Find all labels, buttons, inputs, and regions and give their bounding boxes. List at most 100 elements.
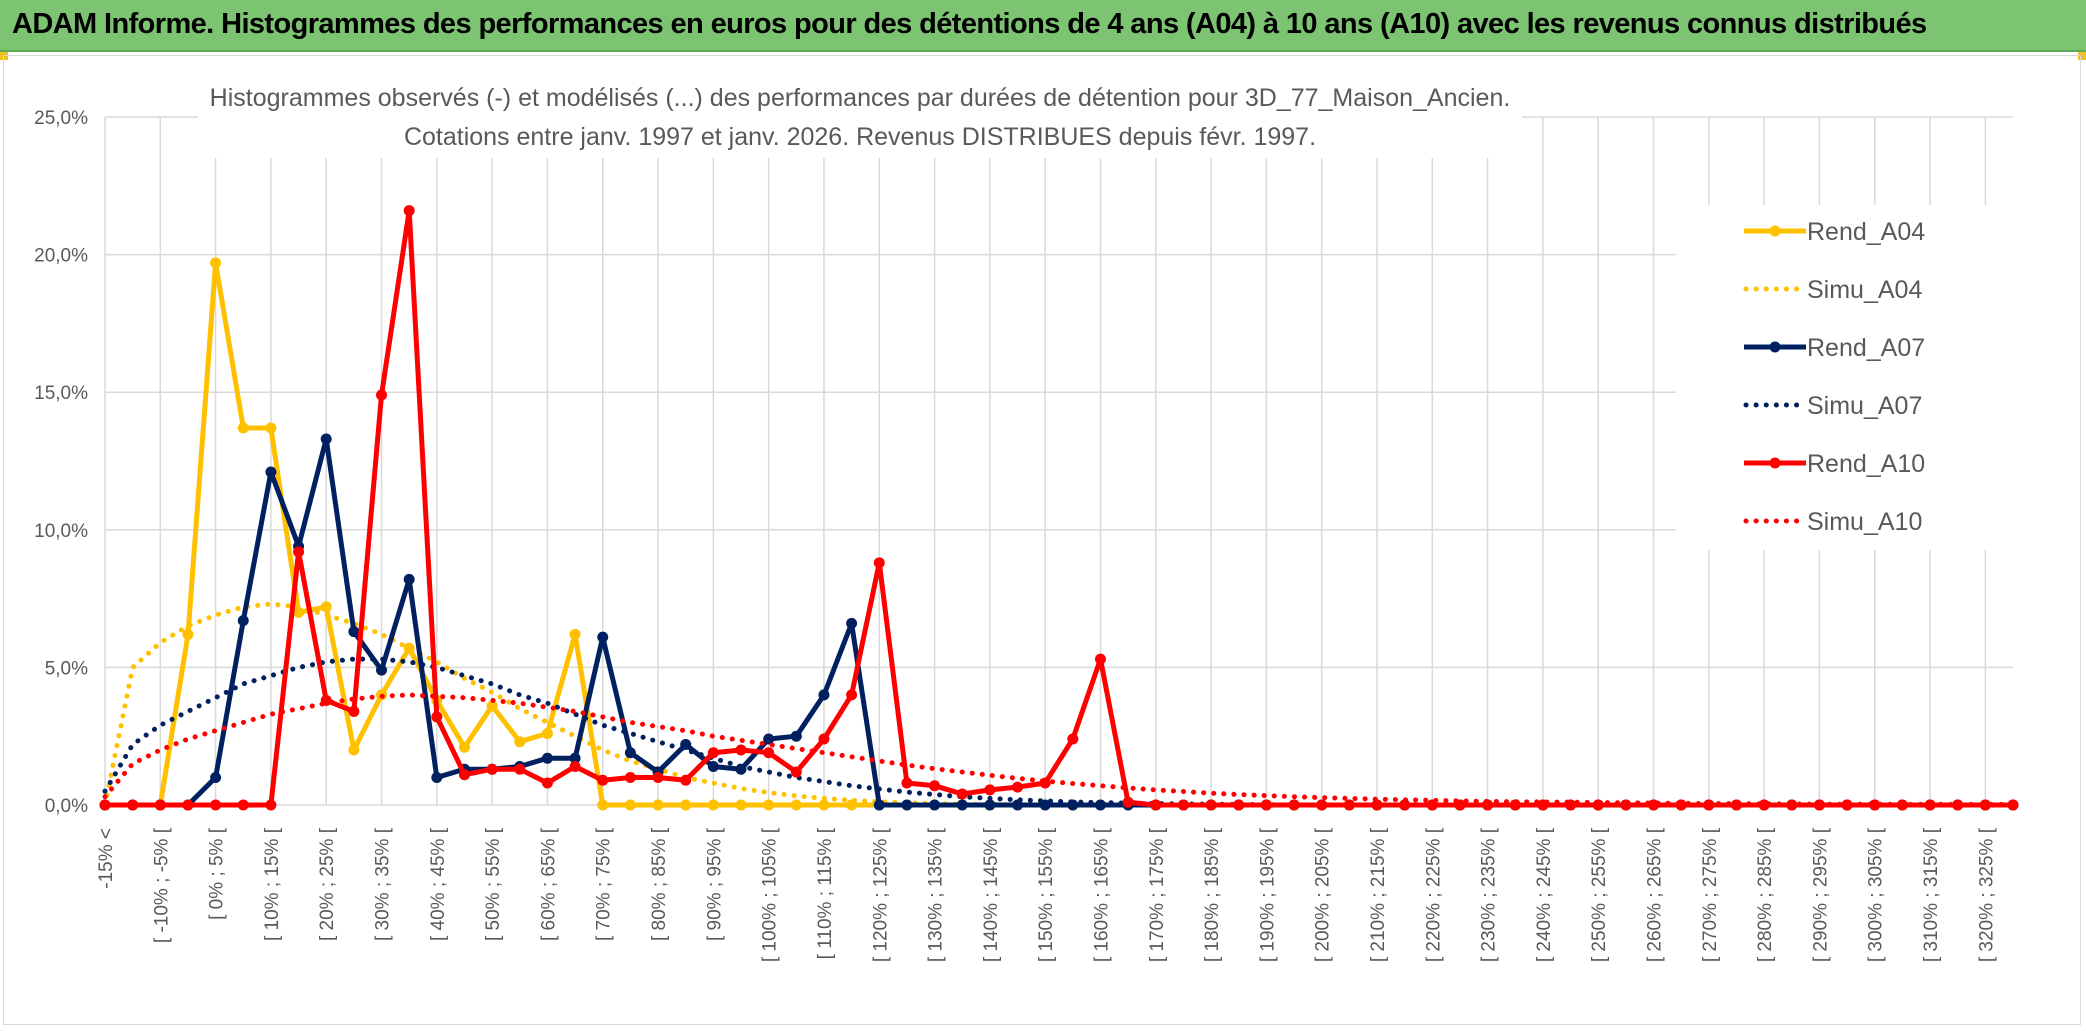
data-point — [597, 774, 609, 786]
data-point — [237, 422, 249, 434]
x-tick-label: [ 240% ; 245% [ — [1534, 827, 1555, 962]
x-tick-label: [ 120% ; 125% [ — [870, 827, 891, 962]
x-tick-label: [ 300% ; 305% [ — [1866, 827, 1887, 962]
data-point — [707, 799, 719, 811]
title-bg-rect — [198, 78, 1522, 158]
chart-title: Histogrammes observés (-) et modélisés (… — [210, 84, 1511, 112]
x-tick-label: [ 50% ; 55% [ — [483, 827, 504, 941]
x-tick-label: [ -10% ; -5% [ — [151, 827, 172, 943]
x-tick-label: [ 70% ; 75% [ — [594, 827, 615, 941]
data-point — [431, 711, 443, 723]
x-tick-label: [ 140% ; 145% [ — [981, 827, 1002, 962]
corner-accent — [0, 52, 8, 60]
data-point — [1012, 781, 1024, 793]
data-point — [873, 799, 885, 811]
legend-bg — [1676, 205, 2016, 550]
data-point — [846, 617, 858, 629]
y-tick-label: 20,0% — [34, 246, 88, 267]
data-point — [569, 752, 581, 764]
x-tick-label: [ 30% ; 35% [ — [373, 827, 394, 941]
series-line — [102, 692, 2016, 807]
data-point — [486, 763, 498, 775]
data-point — [901, 799, 913, 811]
x-tick-label: [ 170% ; 175% [ — [1147, 827, 1168, 962]
data-point — [348, 626, 360, 638]
y-tick-label: 5,0% — [45, 658, 88, 679]
y-axis: 0,0% 5,0% 10,0% 15,0% 20,0% 25,0% — [34, 108, 88, 817]
data-point — [265, 799, 277, 811]
data-point — [127, 799, 139, 811]
x-tick-label: [ 10% ; 15% [ — [262, 827, 283, 941]
legend-label: Rend_A04 — [1807, 218, 1925, 246]
data-point — [1177, 799, 1189, 811]
x-tick-label: [ 0% ; 5% [ — [207, 827, 228, 920]
x-tick-label: [ 40% ; 45% [ — [428, 827, 449, 941]
x-tick-label: [ 290% ; 295% [ — [1810, 827, 1831, 962]
data-point — [265, 422, 277, 434]
x-tick-label: [ 250% ; 255% [ — [1589, 827, 1610, 962]
data-point — [569, 760, 581, 772]
legend-marker — [1769, 225, 1781, 237]
data-point — [486, 700, 498, 712]
data-point — [818, 689, 830, 701]
data-point — [763, 747, 775, 759]
data-point — [403, 573, 415, 585]
data-point — [763, 733, 775, 745]
data-point — [182, 628, 194, 640]
x-tick-label: [ 190% ; 195% [ — [1257, 827, 1278, 962]
x-tick-label: [ 150% ; 155% [ — [1036, 827, 1057, 962]
data-point — [624, 771, 636, 783]
data-point — [652, 799, 664, 811]
data-point — [818, 799, 830, 811]
data-point — [376, 664, 388, 676]
data-point — [293, 546, 305, 558]
x-tick-label: [ 180% ; 185% [ — [1202, 827, 1223, 962]
data-point — [320, 433, 332, 445]
data-point — [790, 730, 802, 742]
data-point — [514, 736, 526, 748]
data-point — [597, 631, 609, 643]
data-point — [818, 733, 830, 745]
x-axis: -15% < [ -10% ; -5% [[ 0% ; 5% [[ 10% ; 1… — [96, 827, 1997, 962]
x-tick-label: [ 230% ; 235% [ — [1479, 827, 1500, 962]
data-point — [541, 752, 553, 764]
x-tick-label: [ 270% ; 275% [ — [1700, 827, 1721, 962]
x-tick-label: [ 200% ; 205% [ — [1313, 827, 1334, 962]
data-point — [1233, 799, 1245, 811]
data-point — [790, 799, 802, 811]
legend-item: Simu_A07 — [1743, 392, 1922, 420]
data-point — [984, 784, 996, 796]
data-point — [1758, 799, 1770, 811]
data-point — [1205, 799, 1217, 811]
legend-item: Rend_A10 — [1744, 450, 1925, 478]
x-tick-label: [ 110% ; 115% [ — [815, 827, 836, 959]
data-point — [541, 727, 553, 739]
data-point — [1979, 799, 1991, 811]
x-tick-label: [ 220% ; 225% [ — [1423, 827, 1444, 962]
y-tick-label: 0,0% — [45, 796, 88, 817]
data-point — [210, 257, 222, 269]
data-point — [237, 799, 249, 811]
data-point — [873, 557, 885, 569]
corner-accent — [2078, 52, 2086, 60]
data-point — [403, 205, 415, 217]
x-tick-label: [ 100% ; 105% [ — [760, 827, 781, 962]
data-point — [929, 799, 941, 811]
data-point — [652, 771, 664, 783]
x-tick-label: [ 310% ; 315% [ — [1921, 827, 1942, 962]
data-point — [293, 606, 305, 618]
data-point — [707, 747, 719, 759]
data-point — [348, 744, 360, 756]
data-point — [458, 769, 470, 781]
series-layer — [99, 205, 2019, 811]
data-point — [210, 771, 222, 783]
data-point — [1316, 799, 1328, 811]
legend-marker — [1769, 341, 1781, 353]
legend-item: Simu_A10 — [1743, 508, 1922, 536]
data-point — [1094, 653, 1106, 665]
x-tick-label: [ 130% ; 135% [ — [926, 827, 947, 962]
title-background — [198, 78, 1522, 158]
y-tick-label: 10,0% — [34, 521, 88, 542]
data-point — [348, 705, 360, 717]
data-point — [790, 766, 802, 778]
